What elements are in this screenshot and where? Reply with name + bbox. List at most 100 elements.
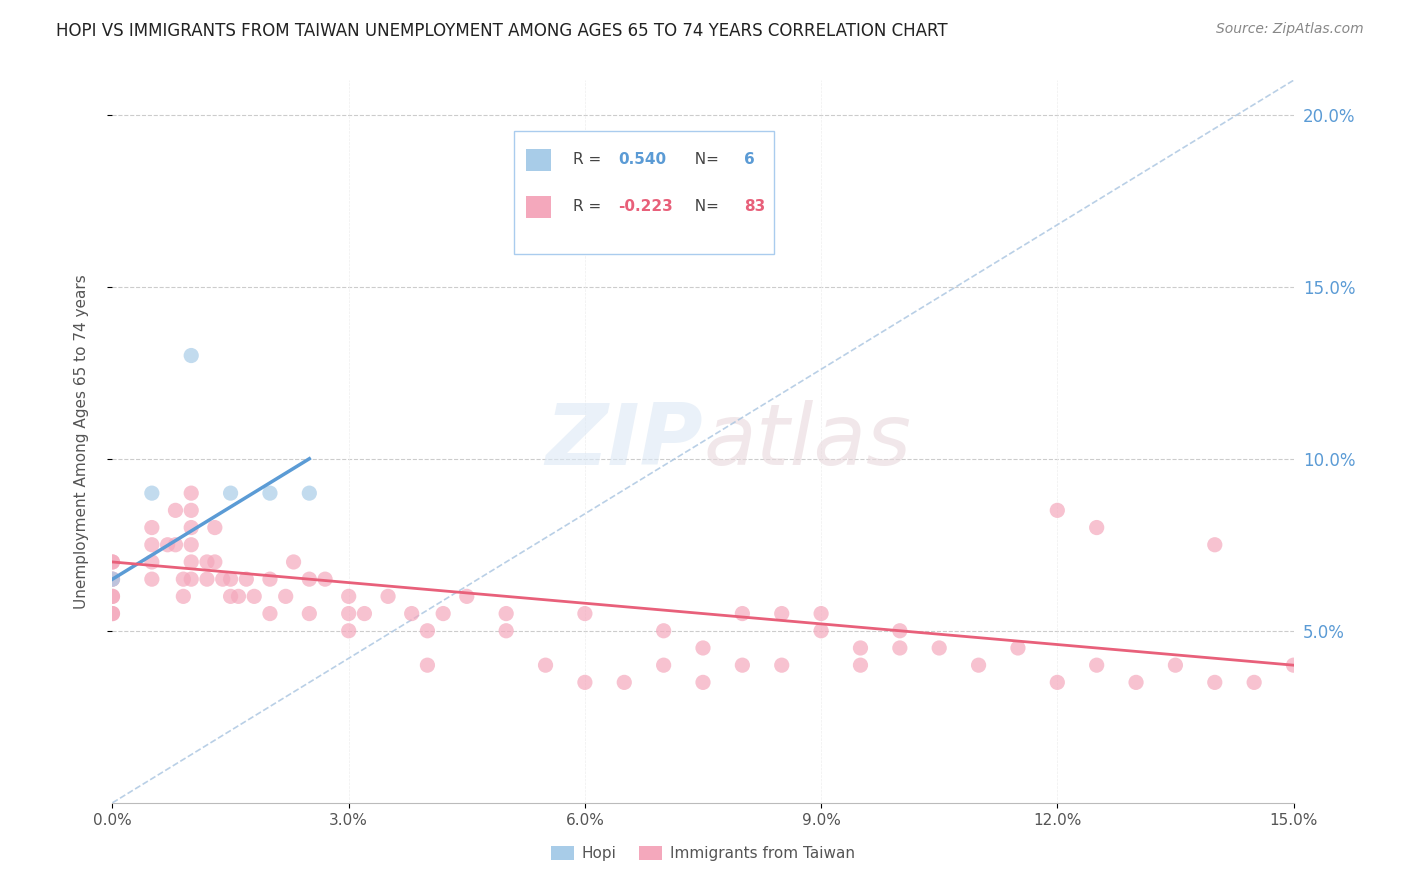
Point (101, 572, 124, 586)
Point (928, 640, 950, 655)
Point (180, 503, 202, 517)
Point (810, 607, 832, 621)
Text: atlas: atlas (703, 400, 911, 483)
Point (180, 538, 202, 552)
Point (141, 555, 163, 569)
Point (141, 520, 163, 534)
Point (298, 572, 321, 586)
Point (731, 607, 754, 621)
Point (495, 624, 517, 638)
Point (416, 658, 439, 673)
Point (456, 590, 478, 604)
Point (849, 640, 872, 655)
Point (353, 607, 375, 621)
Point (204, 520, 226, 534)
Point (889, 640, 911, 655)
Point (180, 520, 202, 534)
Point (810, 624, 832, 638)
Y-axis label: Unemployment Among Ages 65 to 74 years: Unemployment Among Ages 65 to 74 years (75, 274, 89, 609)
Point (228, 590, 250, 604)
Point (692, 675, 714, 690)
Text: -0.223: -0.223 (619, 199, 672, 214)
Point (692, 640, 714, 655)
Point (849, 658, 872, 673)
Point (495, 607, 517, 621)
Point (401, 607, 423, 621)
Point (165, 503, 187, 517)
Point (770, 658, 793, 673)
Point (195, 555, 218, 569)
Point (259, 486, 281, 500)
Point (1125, 675, 1147, 690)
Text: 0.540: 0.540 (619, 153, 666, 168)
FancyBboxPatch shape (515, 131, 773, 253)
Point (1085, 658, 1108, 673)
Point (967, 658, 990, 673)
Point (1164, 658, 1187, 673)
Point (1046, 503, 1069, 517)
Point (377, 590, 399, 604)
Point (432, 607, 454, 621)
Point (731, 658, 754, 673)
Point (1204, 538, 1226, 552)
Point (1046, 675, 1069, 690)
Text: R =: R = (574, 153, 606, 168)
Point (416, 624, 439, 638)
Point (180, 349, 202, 363)
Point (141, 538, 163, 552)
Point (101, 555, 124, 569)
Point (141, 486, 163, 500)
Point (101, 590, 124, 604)
Point (1204, 675, 1226, 690)
Point (172, 590, 194, 604)
Point (211, 572, 233, 586)
Point (770, 607, 793, 621)
Point (283, 555, 305, 569)
Point (101, 572, 124, 586)
Text: Source: ZipAtlas.com: Source: ZipAtlas.com (1216, 22, 1364, 37)
Legend: Hopi, Immigrants from Taiwan: Hopi, Immigrants from Taiwan (546, 840, 860, 867)
Point (652, 624, 675, 638)
Point (274, 590, 297, 604)
Point (101, 590, 124, 604)
Point (165, 538, 187, 552)
Point (314, 572, 336, 586)
Point (101, 607, 124, 621)
Point (613, 675, 636, 690)
Point (298, 607, 321, 621)
Point (195, 572, 218, 586)
Point (1085, 520, 1108, 534)
Text: HOPI VS IMMIGRANTS FROM TAIWAN UNEMPLOYMENT AMONG AGES 65 TO 74 YEARS CORRELATIO: HOPI VS IMMIGRANTS FROM TAIWAN UNEMPLOYM… (56, 22, 948, 40)
Point (298, 486, 321, 500)
Point (534, 658, 557, 673)
Point (1282, 658, 1305, 673)
Point (889, 624, 911, 638)
Point (219, 572, 242, 586)
Point (259, 607, 281, 621)
Point (156, 538, 179, 552)
Point (101, 572, 124, 586)
Point (574, 607, 596, 621)
Point (219, 486, 242, 500)
Point (1243, 675, 1265, 690)
Point (337, 624, 360, 638)
Point (101, 555, 124, 569)
Point (574, 675, 596, 690)
Point (337, 607, 360, 621)
Point (101, 607, 124, 621)
Point (180, 555, 202, 569)
Text: ZIP: ZIP (546, 400, 703, 483)
Point (180, 486, 202, 500)
Text: N=: N= (685, 153, 718, 168)
Point (652, 658, 675, 673)
Text: N=: N= (685, 199, 718, 214)
Point (1007, 640, 1029, 655)
Point (235, 572, 257, 586)
Point (180, 572, 202, 586)
Point (172, 572, 194, 586)
Text: 83: 83 (744, 199, 766, 214)
Text: 6: 6 (744, 153, 755, 168)
Point (337, 590, 360, 604)
Point (141, 572, 163, 586)
Text: R =: R = (574, 199, 606, 214)
